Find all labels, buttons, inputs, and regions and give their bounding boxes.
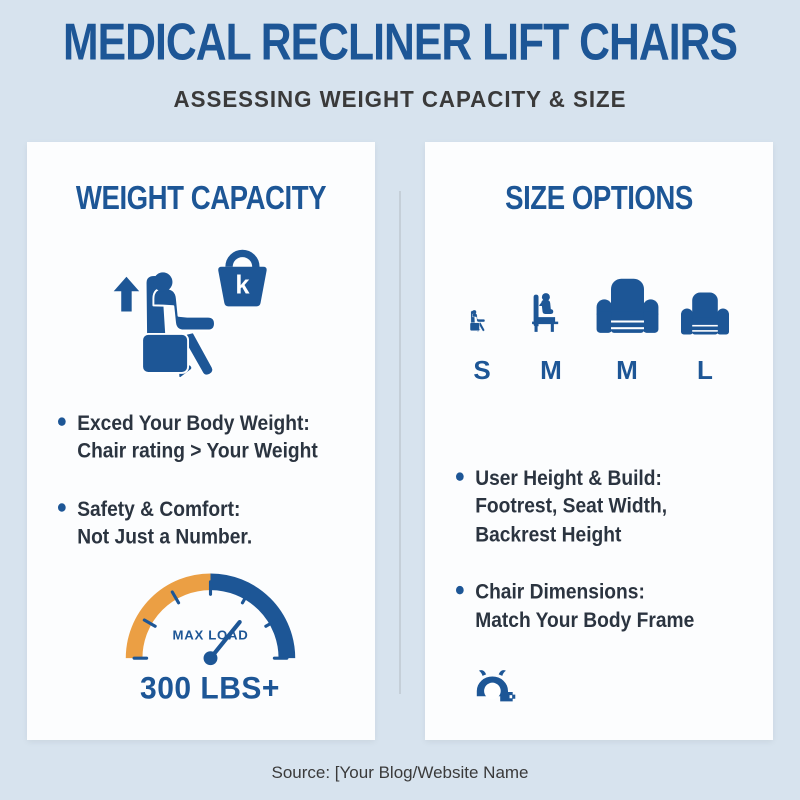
svg-text:MAX LOAD: MAX LOAD — [173, 627, 249, 642]
svg-text:k: k — [235, 272, 250, 300]
